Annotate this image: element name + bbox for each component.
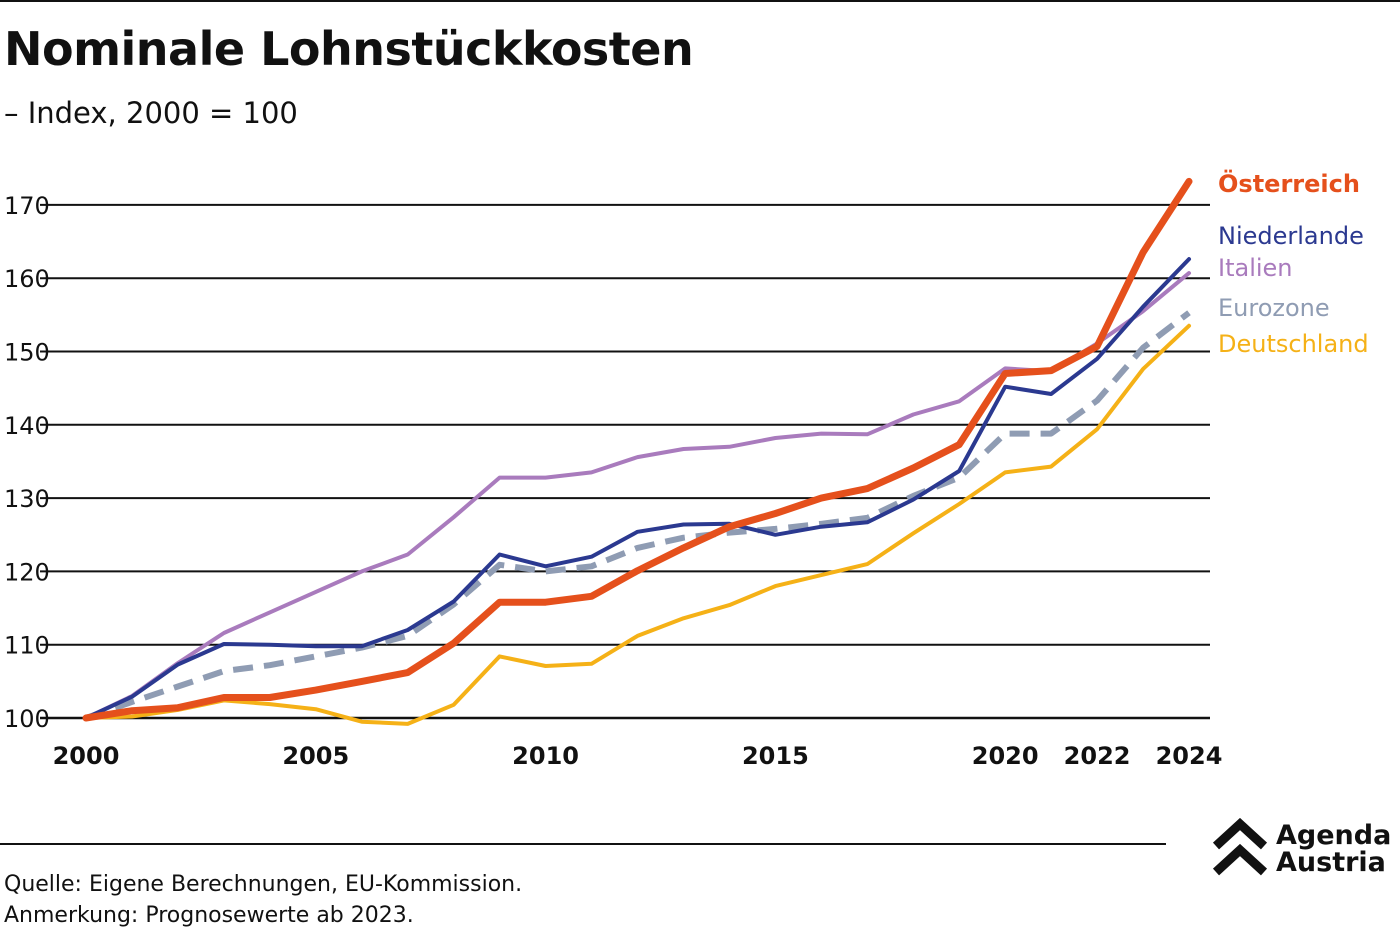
x-tick-label: 2022: [1064, 742, 1131, 770]
series-line: [84, 271, 1191, 720]
x-tick-label: 2005: [282, 742, 349, 770]
source-note: Quelle: Eigene Berechnungen, EU-Kommissi…: [4, 872, 523, 897]
logo-line-2: Austria: [1276, 847, 1386, 878]
y-axis-ticks: 100 110 120 130 140 150 160 170: [4, 192, 50, 733]
logo-line-1: Agenda: [1276, 820, 1392, 851]
series-label: Italien: [1218, 254, 1293, 282]
series-line: [82, 177, 1193, 722]
series-label: Österreich: [1218, 168, 1360, 198]
series-line: [84, 323, 1191, 726]
footer-rule: [0, 843, 1166, 845]
x-tick-label: 2020: [972, 742, 1039, 770]
series-label: Eurozone: [1218, 294, 1330, 322]
y-tick-label: 160: [4, 265, 50, 293]
y-tick-label: 100: [4, 705, 50, 733]
y-tick-label: 110: [4, 632, 50, 660]
y-tick-label: 130: [4, 485, 50, 513]
chart-title: Nominale Lohnstückkosten: [4, 22, 694, 76]
x-tick-label: 2024: [1156, 742, 1223, 770]
x-tick-label: 2010: [512, 742, 579, 770]
series-lines: [82, 177, 1193, 726]
y-tick-label: 140: [4, 412, 50, 440]
series-line: [84, 257, 1191, 720]
remark-note: Anmerkung: Prognosewerte ab 2023.: [4, 903, 414, 928]
top-rule: [0, 0, 1400, 2]
logo-chevrons-icon: [1212, 818, 1268, 876]
series-label: Niederlande: [1218, 222, 1364, 250]
x-axis-ticks: 2000 2005 2010 2015 2020 2022 2024: [53, 742, 1223, 770]
logo-text: Agenda Austria: [1276, 822, 1391, 876]
line-chart: 100 110 120 130 140 150 160 170 2000 2005 2010 201…: [4, 168, 1369, 770]
x-tick-label: 2000: [53, 742, 120, 770]
y-tick-label: 150: [4, 339, 50, 367]
y-tick-label: 170: [4, 192, 50, 220]
series-labels: Österreich Niederlande Italien Eurozone Deut…: [1218, 168, 1369, 358]
chart-subtitle: – Index, 2000 = 100: [4, 96, 298, 130]
agenda-austria-logo: Agenda Austria: [1212, 818, 1400, 882]
series-line: [85, 310, 1191, 721]
x-tick-label: 2015: [742, 742, 809, 770]
y-tick-label: 120: [4, 558, 50, 586]
series-label: Deutschland: [1218, 330, 1369, 358]
